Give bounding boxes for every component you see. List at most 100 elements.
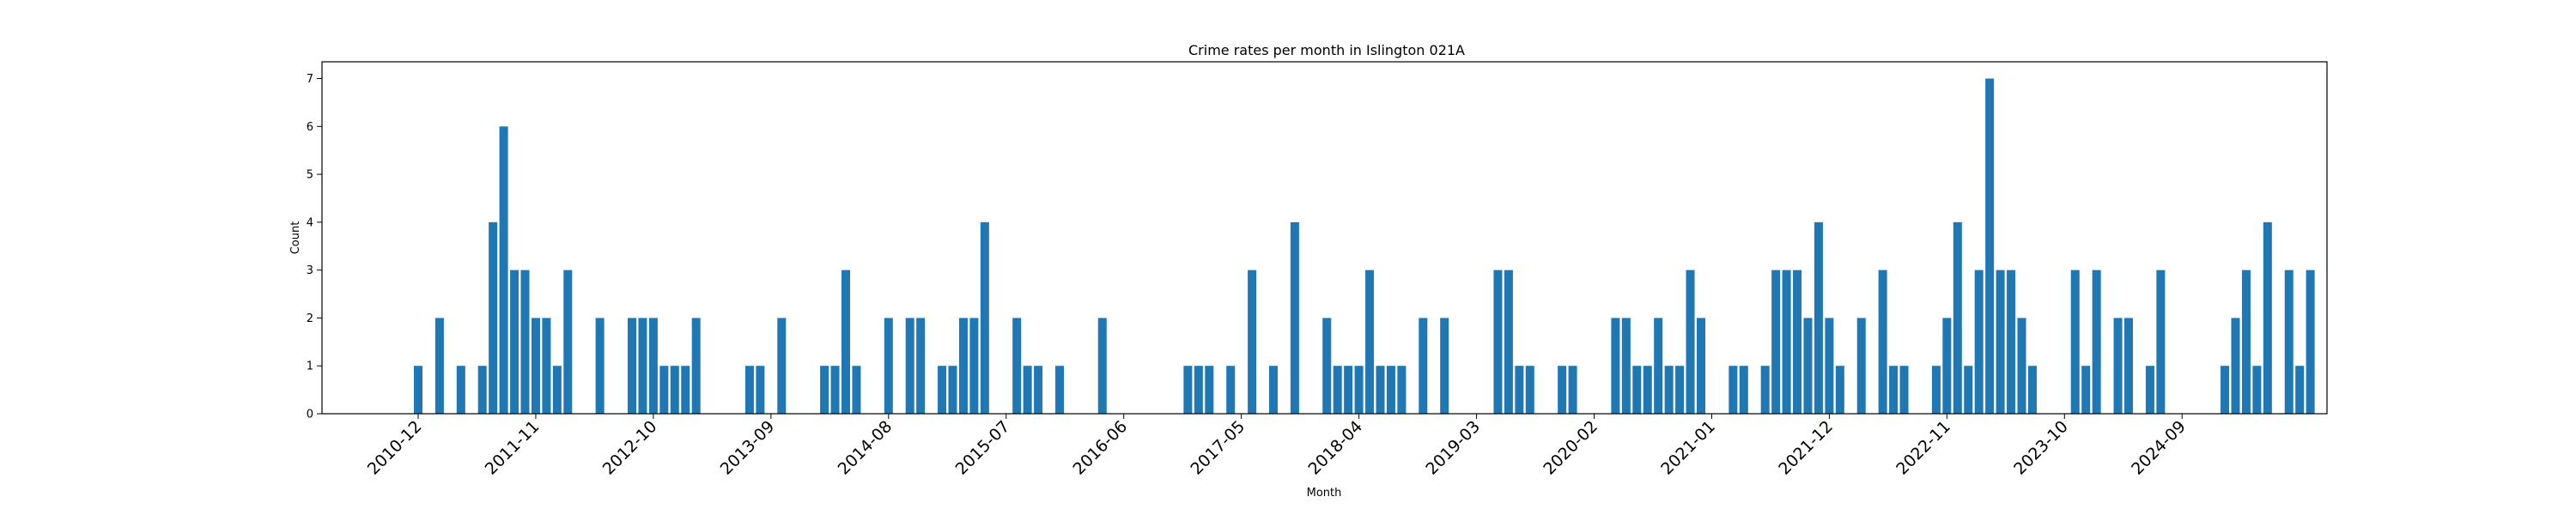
bar-2014-08 [884, 318, 893, 414]
bar-2013-07 [744, 366, 754, 414]
bar-2015-12 [1055, 366, 1064, 414]
y-tick-label: 7 [307, 73, 313, 86]
bar-2023-02 [1974, 270, 1984, 414]
bar-2025-09 [2306, 270, 2315, 414]
bar-2023-04 [1996, 270, 2005, 414]
x-tick-label: 2019-03 [1422, 417, 1484, 479]
bar-2011-06 [477, 366, 487, 414]
bar-2011-02 [434, 318, 444, 414]
bar-2018-02 [1333, 366, 1342, 414]
bar-2021-08 [1782, 270, 1791, 414]
bar-2011-11 [531, 318, 540, 414]
bar-2020-04 [1611, 318, 1620, 414]
bar-2011-04 [456, 366, 465, 414]
x-tick-label: 2023-10 [2010, 417, 2072, 479]
y-tick-label: 5 [307, 169, 313, 182]
bar-2020-08 [1654, 318, 1663, 414]
x-tick-label: 2010-12 [364, 417, 426, 479]
bar-2025-03 [2241, 270, 2251, 414]
bar-2017-02 [1205, 366, 1214, 414]
bar-2018-07 [1386, 366, 1395, 414]
bar-2012-08 [628, 318, 636, 414]
bar-2021-11 [1814, 221, 1823, 414]
bar-2018-12 [1440, 318, 1449, 414]
bar-2016-04 [1097, 318, 1107, 414]
bar-2018-01 [1322, 318, 1332, 414]
x-tick-label: 2018-04 [1304, 417, 1366, 479]
bar-2018-03 [1344, 366, 1353, 414]
x-tick-label: 2021-12 [1775, 417, 1837, 479]
bar-2012-09 [638, 318, 647, 414]
bar-2023-05 [2007, 270, 2016, 414]
bar-2022-06 [1889, 366, 1899, 414]
bar-2014-11 [916, 318, 926, 414]
bar-2024-01 [2092, 270, 2101, 414]
bar-2023-06 [2017, 318, 2026, 414]
bar-2011-07 [489, 221, 498, 414]
y-tick-label: 3 [307, 264, 313, 277]
bar-2019-05 [1493, 270, 1503, 414]
bar-2017-10 [1290, 221, 1299, 414]
x-tick-label: 2015-07 [952, 417, 1014, 479]
bar-2017-04 [1226, 366, 1236, 414]
bar-2015-08 [1012, 318, 1022, 414]
bar-2021-03 [1728, 366, 1738, 414]
y-tick-label: 2 [307, 312, 313, 325]
bar-2025-05 [2263, 221, 2272, 414]
x-tick-label: 2021-01 [1657, 417, 1719, 479]
x-tick-label: 2012-10 [599, 417, 661, 479]
bar-2025-02 [2231, 318, 2240, 414]
bar-2013-08 [756, 366, 765, 414]
bar-2018-04 [1354, 366, 1364, 414]
bar-2022-10 [1931, 366, 1941, 414]
bar-2013-01 [681, 366, 690, 414]
bar-2019-06 [1504, 270, 1513, 414]
bar-2020-06 [1632, 366, 1642, 414]
bar-2019-11 [1558, 366, 1567, 414]
bar-2020-09 [1664, 366, 1674, 414]
bar-2018-10 [1419, 318, 1428, 414]
bar-2014-02 [820, 366, 829, 414]
bar-2021-09 [1793, 270, 1802, 414]
bar-2013-02 [691, 318, 701, 414]
bar-2025-08 [2295, 366, 2305, 414]
bar-2010-12 [414, 366, 422, 414]
chart-title: Crime rates per month in Islington 021A [1188, 42, 1465, 58]
bar-2021-04 [1739, 366, 1748, 414]
bar-2023-07 [2027, 366, 2037, 414]
x-tick-label: 2022-11 [1893, 417, 1954, 479]
bar-2023-03 [1985, 78, 1995, 415]
y-axis: 0 1 2 3 4 5 6 7 [307, 73, 322, 421]
bar-2015-10 [1034, 366, 1043, 414]
bar-2018-06 [1376, 366, 1385, 414]
bar-2024-03 [2113, 318, 2123, 414]
bar-2023-01 [1964, 366, 1973, 414]
y-tick-label: 4 [307, 216, 313, 229]
bar-2020-07 [1643, 366, 1652, 414]
bar-2011-08 [499, 126, 508, 414]
x-axis: 2010-12 2011-11 2012-10 2013-09 2014-08 2015-… [364, 414, 2190, 479]
bar-2019-07 [1515, 366, 1524, 414]
bar-2022-07 [1899, 366, 1909, 414]
bar-2015-02 [948, 366, 957, 414]
bar-2014-05 [852, 366, 861, 414]
bar-2022-05 [1878, 270, 1887, 414]
bar-2025-07 [2284, 270, 2293, 414]
y-tick-label: 6 [307, 121, 313, 134]
x-tick-label: 2014-08 [835, 417, 896, 479]
bar-2021-10 [1803, 318, 1813, 414]
bar-2015-05 [980, 221, 989, 414]
y-tick-label: 0 [307, 409, 313, 421]
bar-2022-03 [1856, 318, 1866, 414]
bar-2012-12 [670, 366, 679, 414]
bars-group [414, 78, 2315, 415]
x-tick-label: 2020-02 [1540, 417, 1601, 479]
bar-2015-09 [1023, 366, 1032, 414]
bar-2011-09 [510, 270, 519, 414]
x-tick-label: 2011-11 [482, 417, 544, 479]
bar-2015-04 [969, 318, 979, 414]
bar-2014-04 [841, 270, 850, 414]
bar-2023-11 [2070, 270, 2080, 414]
bar-2013-10 [777, 318, 787, 414]
